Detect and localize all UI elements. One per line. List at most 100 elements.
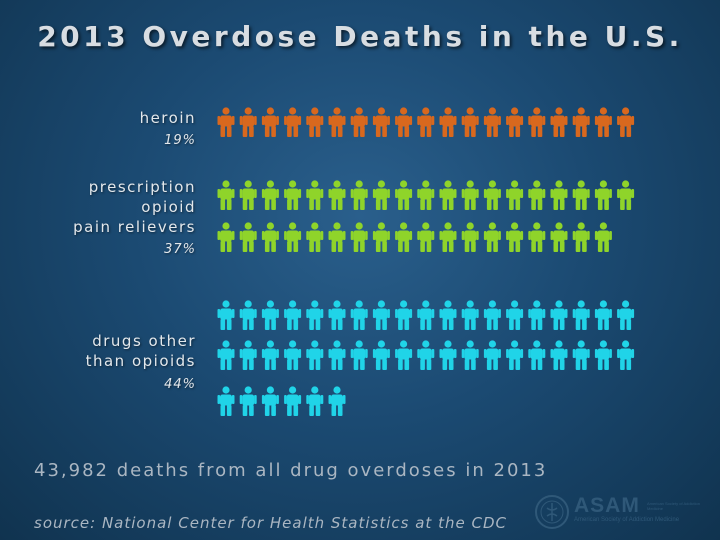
prescription-person-icon (550, 222, 568, 252)
prescription-person-icon (550, 180, 568, 210)
other-person-icon (617, 340, 635, 370)
total-deaths-note: 43,982 deaths from all drug overdoses in… (34, 460, 548, 481)
other-person-icon (572, 300, 590, 330)
prescription-person-icon (372, 222, 390, 252)
other-person-icon (284, 300, 302, 330)
prescription-person-icon (350, 222, 368, 252)
prescription-person-icon (372, 180, 390, 210)
other-person-icon (506, 300, 524, 330)
prescription-person-icon (395, 180, 413, 210)
prescription-person-icon (217, 180, 235, 210)
heroin-label-line: heroin (139, 109, 196, 127)
prescription-person-icon (439, 222, 457, 252)
other-person-icon (372, 340, 390, 370)
asam-logo-side-text: American Society of Addiction Medicine (647, 501, 700, 511)
prescription-person-icon (506, 180, 524, 210)
prescription-percent: 37% (164, 242, 196, 257)
prescription-label-line-2: opioid (141, 198, 196, 216)
prescription-person-icon (328, 180, 346, 210)
other-person-icon (217, 300, 235, 330)
prescription-person-icon (439, 180, 457, 210)
other-drugs-label: drugs other than opioids (86, 331, 196, 371)
other-drugs-percent: 44% (164, 377, 196, 392)
prescription-person-icon (572, 222, 590, 252)
other-person-icon (217, 386, 235, 416)
prescription-person-icon (572, 180, 590, 210)
other-person-icon (528, 340, 546, 370)
heroin-label: heroin (140, 108, 196, 128)
prescription-person-icon (483, 180, 501, 210)
other-person-icon (306, 300, 324, 330)
other-person-icon (306, 340, 324, 370)
heroin-person-icon (594, 107, 612, 137)
other-person-icon (328, 340, 346, 370)
other-drugs-label-line-2: than opioids (85, 352, 196, 370)
prescription-person-icon (417, 180, 435, 210)
source-note: source: National Center for Health Stati… (34, 514, 507, 532)
prescription-person-icon (261, 222, 279, 252)
heroin-person-icon (550, 107, 568, 137)
prescription-person-icon (328, 222, 346, 252)
prescription-person-icon (395, 222, 413, 252)
other-person-icon (439, 340, 457, 370)
prescription-person-icon (306, 222, 324, 252)
other-person-icon (261, 340, 279, 370)
heroin-person-icon (417, 107, 435, 137)
page-title: 2013 Overdose Deaths in the U.S. (37, 20, 683, 53)
asam-logo-text: ASAM (574, 494, 640, 517)
other-person-icon (617, 300, 635, 330)
prescription-person-icon (306, 180, 324, 210)
asam-seal-icon (535, 495, 569, 529)
other-person-icon (328, 300, 346, 330)
prescription-person-icon (461, 222, 479, 252)
heroin-person-icon (217, 107, 235, 137)
other-person-icon (483, 340, 501, 370)
prescription-person-icon (506, 222, 524, 252)
prescription-person-icon (594, 222, 612, 252)
heroin-person-icon (261, 107, 279, 137)
prescription-person-icon (350, 180, 368, 210)
heroin-person-icon (239, 107, 257, 137)
prescription-person-icon (417, 222, 435, 252)
prescription-person-icon (528, 180, 546, 210)
prescription-person-icon (284, 180, 302, 210)
asam-logo: ASAM American Society of Addiction Medic… (534, 494, 714, 532)
prescription-person-icon (217, 222, 235, 252)
heroin-person-icon (528, 107, 546, 137)
prescription-person-icon (483, 222, 501, 252)
other-person-icon (594, 300, 612, 330)
other-person-icon (461, 300, 479, 330)
other-person-icon (306, 386, 324, 416)
other-person-icon (395, 300, 413, 330)
other-person-icon (417, 340, 435, 370)
other-person-icon (594, 340, 612, 370)
other-person-icon (572, 340, 590, 370)
heroin-person-icon (483, 107, 501, 137)
heroin-person-icon (350, 107, 368, 137)
other-person-icon (239, 300, 257, 330)
other-person-icon (550, 340, 568, 370)
prescription-label: prescription opioid pain relievers (73, 177, 196, 237)
prescription-person-icon (284, 222, 302, 252)
heroin-person-icon (439, 107, 457, 137)
heroin-person-icon (306, 107, 324, 137)
other-person-icon (483, 300, 501, 330)
heroin-person-icon (372, 107, 390, 137)
other-person-icon (261, 386, 279, 416)
other-person-icon (395, 340, 413, 370)
prescription-person-icon (239, 180, 257, 210)
prescription-person-icon (617, 180, 635, 210)
heroin-person-icon (572, 107, 590, 137)
heroin-person-icon (617, 107, 635, 137)
heroin-person-icon (328, 107, 346, 137)
other-person-icon (439, 300, 457, 330)
prescription-label-line-1: prescription (88, 178, 196, 196)
other-person-icon (350, 340, 368, 370)
heroin-person-icon (506, 107, 524, 137)
other-person-icon (284, 340, 302, 370)
prescription-person-icon (594, 180, 612, 210)
other-person-icon (550, 300, 568, 330)
other-person-icon (217, 340, 235, 370)
heroin-person-icon (395, 107, 413, 137)
heroin-person-icon (284, 107, 302, 137)
